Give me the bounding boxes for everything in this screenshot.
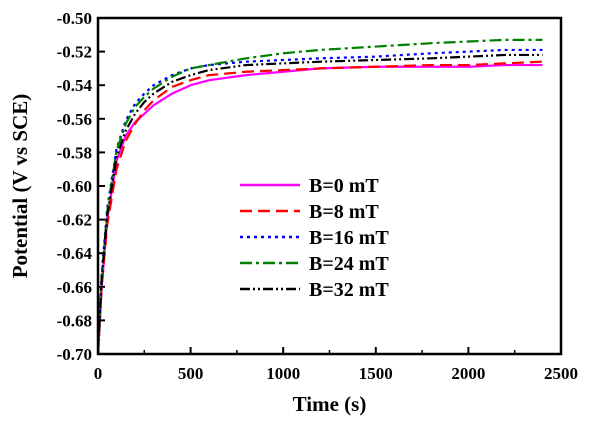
y-tick-label: -0.66: [57, 278, 92, 297]
y-tick-label: -0.60: [57, 177, 92, 196]
y-tick-label: -0.52: [57, 43, 92, 62]
legend-label-3: B=16 mT: [309, 227, 389, 249]
y-tick-label: -0.54: [57, 76, 93, 95]
series-line-1: [98, 63, 543, 354]
y-tick-label: -0.56: [57, 110, 92, 129]
y-tick-label: -0.68: [57, 311, 92, 330]
legend: B=0 mT B=8 mT B=16 mT B=24 mT B=32 mT: [240, 175, 389, 301]
legend-label-5: B=32 mT: [309, 279, 389, 301]
x-tick-label: 0: [94, 364, 103, 383]
y-axis-title: Potential (V vs SCE): [8, 94, 32, 279]
x-tick-label: 1000: [266, 364, 300, 383]
x-tick-label: 500: [178, 364, 204, 383]
series-line-4: [98, 38, 543, 354]
x-axis-title: Time (s): [293, 392, 367, 416]
y-tick-label: -0.70: [57, 345, 92, 364]
y-tick-label: -0.58: [57, 143, 92, 162]
x-axis-ticks: 0 500 1000 1500 2000 2500: [94, 347, 578, 383]
y-tick-label: -0.62: [57, 211, 92, 230]
legend-label-4: B=24 mT: [309, 253, 389, 275]
series-line-3: [98, 48, 543, 354]
series-layer: [98, 38, 543, 354]
x-tick-label: 1500: [359, 364, 393, 383]
series-line-2: [98, 60, 543, 354]
x-tick-label: 2500: [544, 364, 578, 383]
series-line-5: [98, 53, 543, 354]
y-tick-label: -0.50: [57, 9, 92, 28]
legend-label-2: B=8 mT: [309, 201, 379, 223]
x-tick-label: 2000: [451, 364, 485, 383]
legend-label-1: B=0 mT: [309, 175, 379, 197]
y-tick-label: -0.64: [57, 244, 93, 263]
y-axis-ticks: -0.70 -0.68 -0.66 -0.64 -0.62 -0.60 -0.58 -0.56…: [57, 9, 105, 364]
